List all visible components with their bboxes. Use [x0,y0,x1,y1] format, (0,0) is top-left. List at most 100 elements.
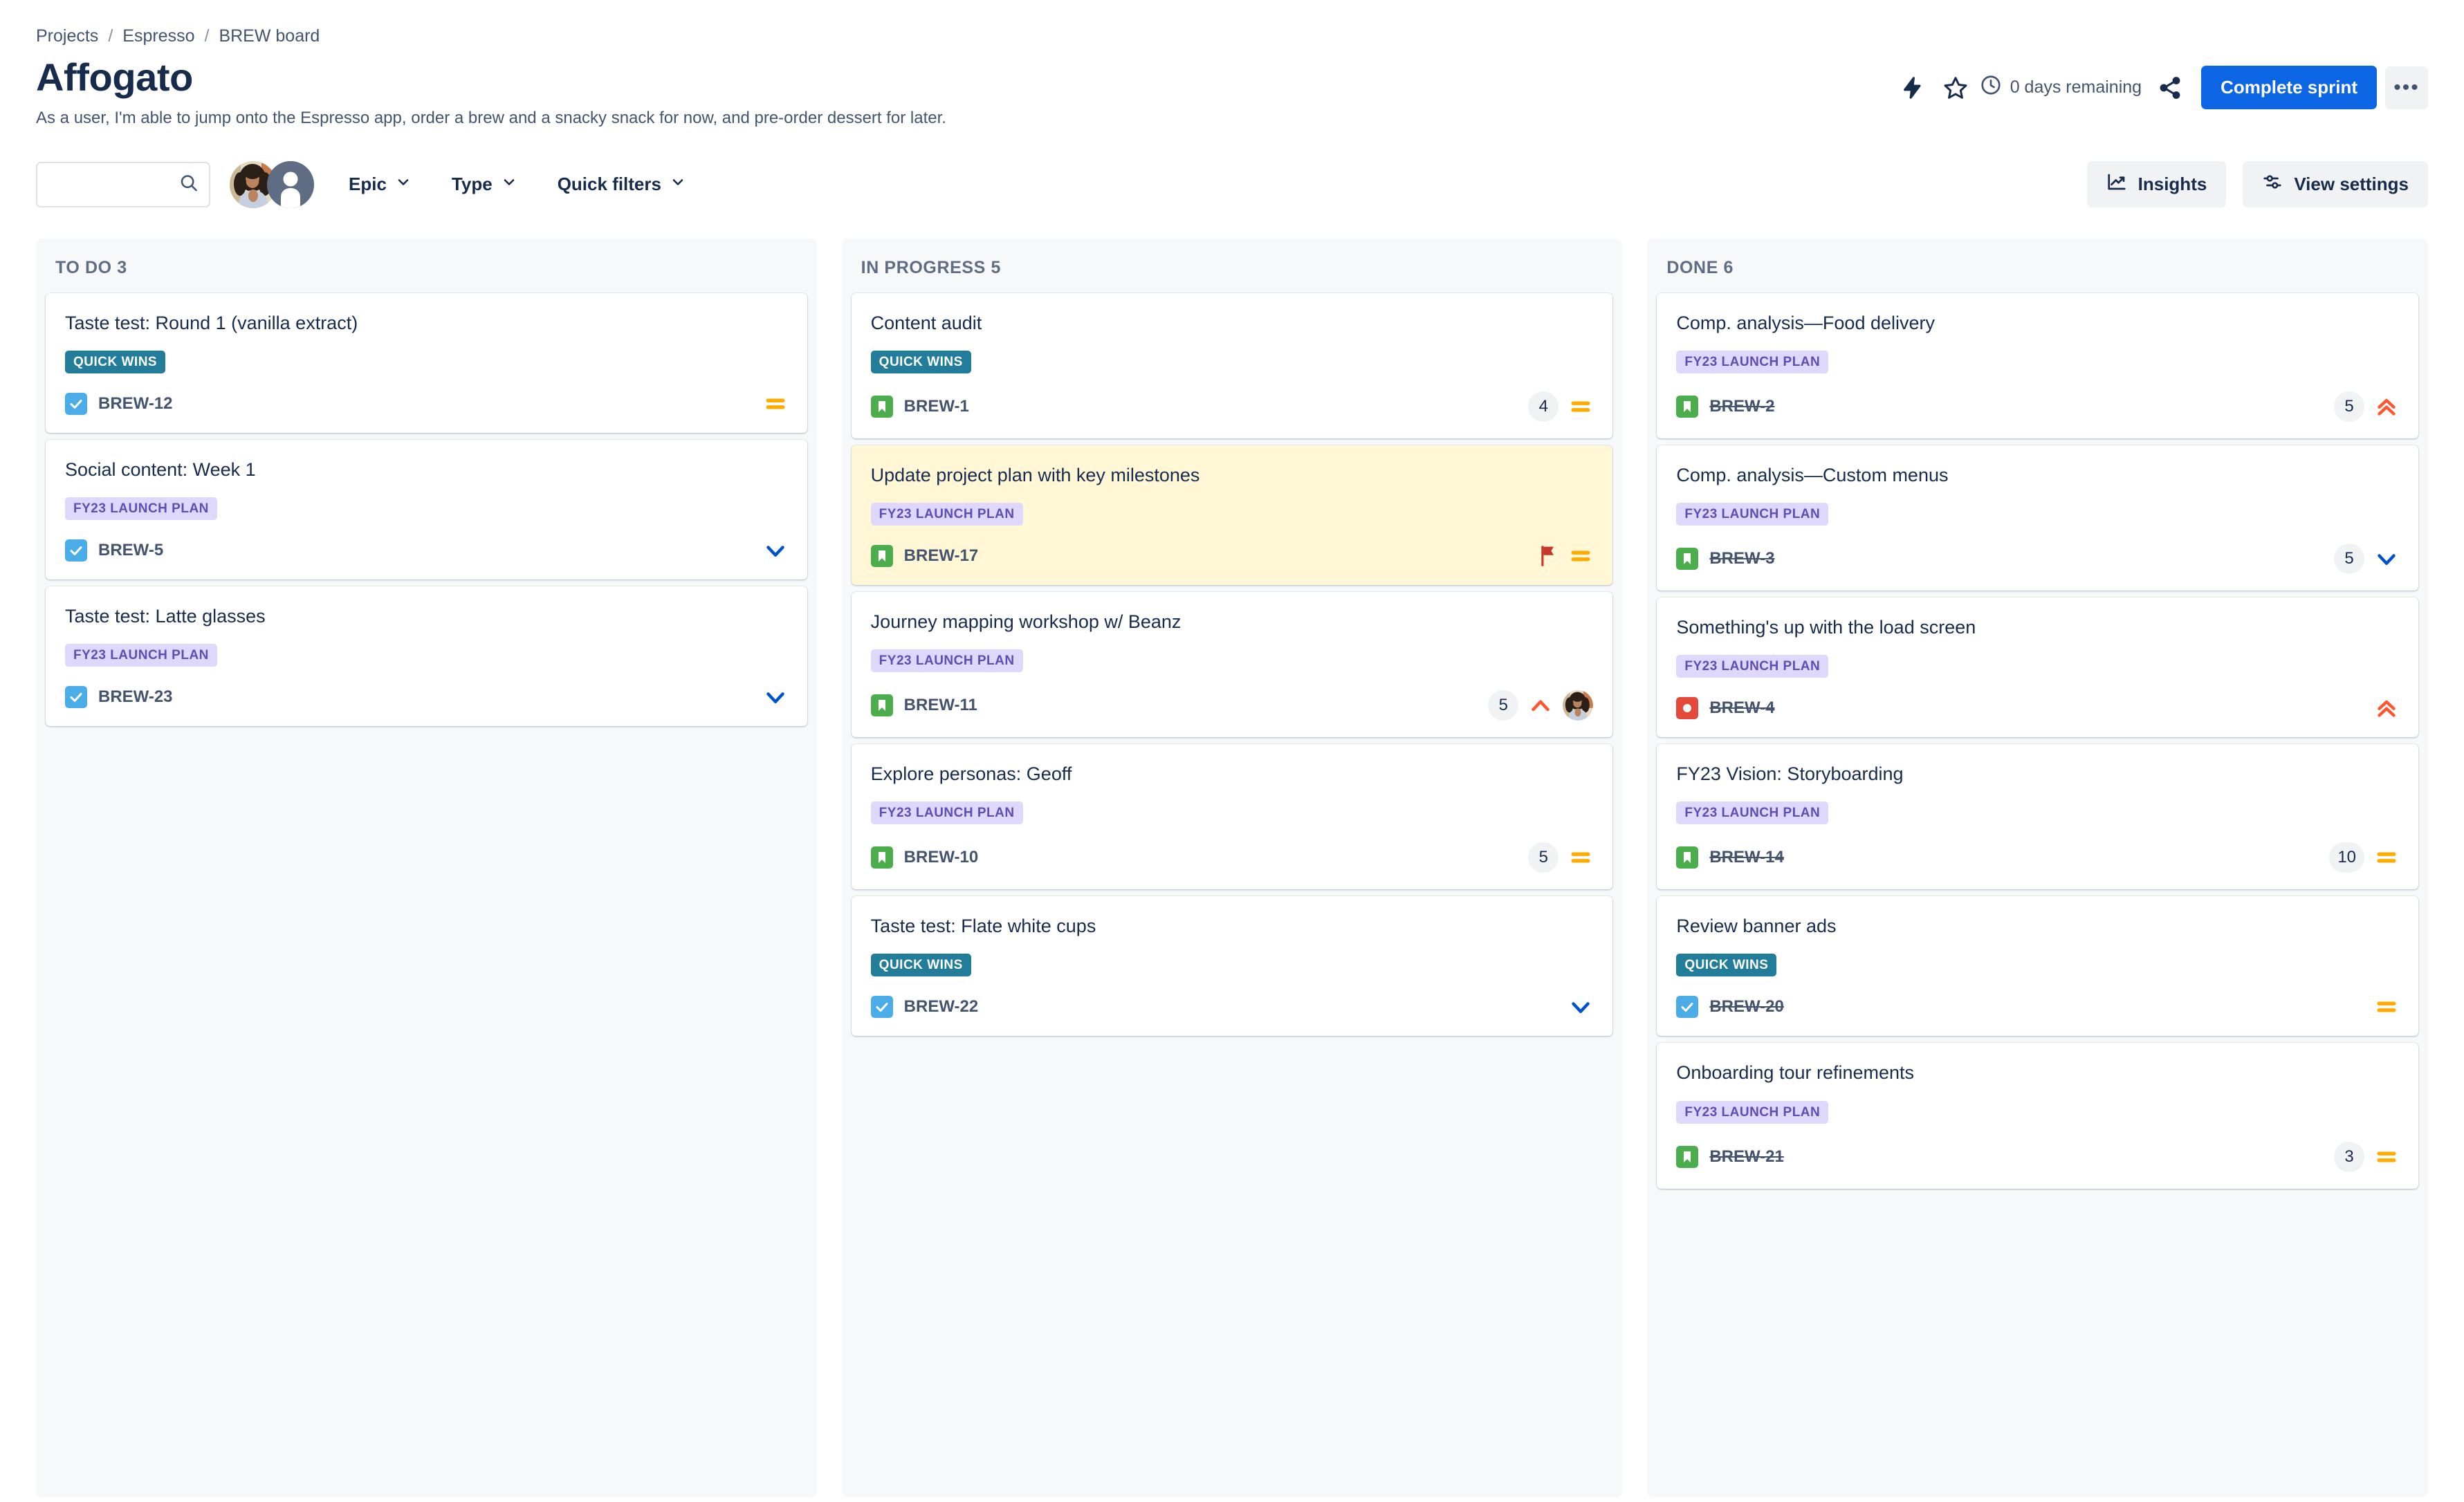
issue-key[interactable]: BREW-1 [903,397,969,416]
filter-quick-filters[interactable]: Quick filters [552,167,692,202]
priority-medium-icon [1568,544,1593,568]
issue-key[interactable]: BREW-12 [98,394,173,414]
issue-key[interactable]: BREW-23 [98,687,173,707]
priority-low-icon [1568,994,1593,1019]
priority-highest-icon [2374,696,2399,721]
story-points-badge: 5 [1488,690,1519,721]
column-header-done: DONE 6 [1666,257,1734,277]
card-meta-right [763,685,788,710]
card-meta-right: 5 [1488,690,1594,721]
issue-key[interactable]: BREW-4 [1709,698,1775,718]
search-box[interactable] [36,161,210,207]
issue-key[interactable]: BREW-5 [98,541,164,560]
card-brew-10[interactable]: Explore personas: Geoff FY23 LAUNCH PLAN… [851,744,1613,890]
issue-key[interactable]: BREW-20 [1709,997,1784,1017]
card-meta-left: BREW-22 [870,996,979,1019]
issue-key[interactable]: BREW-14 [1709,848,1784,867]
column-done: DONE 6 Comp. analysis—Food delivery FY23… [1647,238,2429,1497]
card-footer: BREW-1 4 [870,391,1594,423]
assignee-avatar[interactable] [1563,690,1594,721]
issue-key[interactable]: BREW-10 [903,848,979,867]
epic-tag[interactable]: QUICK WINS [1676,954,1777,977]
epic-tag[interactable]: FY23 LAUNCH PLAN [1676,1100,1829,1124]
task-type-icon [65,393,87,416]
card-meta-left: BREW-2 [1676,396,1775,418]
complete-sprint-button[interactable]: Complete sprint [2201,66,2377,109]
card-brew-3[interactable]: Comp. analysis—Custom menus FY23 LAUNCH … [1657,445,2419,591]
card-footer: BREW-4 [1676,696,2399,721]
share-icon[interactable] [2149,66,2191,109]
epic-tag[interactable]: QUICK WINS [870,954,971,977]
issue-key[interactable]: BREW-11 [903,696,977,715]
card-brew-21[interactable]: Onboarding tour refinements FY23 LAUNCH … [1657,1043,2419,1189]
epic-tag[interactable]: FY23 LAUNCH PLAN [1676,801,1829,825]
epic-tag[interactable]: FY23 LAUNCH PLAN [870,503,1023,526]
card-brew-14[interactable]: FY23 Vision: Storyboarding FY23 LAUNCH P… [1657,744,2419,890]
epic-tag[interactable]: FY23 LAUNCH PLAN [1676,351,1829,374]
epic-tag[interactable]: QUICK WINS [870,351,971,374]
card-meta-left: BREW-3 [1676,548,1775,571]
epic-tag[interactable]: FY23 LAUNCH PLAN [870,649,1023,673]
issue-key[interactable]: BREW-2 [1709,397,1775,416]
breadcrumb-item-espresso[interactable]: Espresso [122,26,195,46]
card-meta-left: BREW-1 [870,396,969,418]
card-brew-11[interactable]: Journey mapping workshop w/ Beanz FY23 L… [851,592,1613,738]
card-footer: BREW-3 5 [1676,544,2399,575]
card-footer: BREW-17 [870,544,1594,568]
card-brew-23[interactable]: Taste test: Latte glasses FY23 LAUNCH PL… [46,586,807,727]
lightning-icon[interactable] [1891,66,1934,109]
priority-medium-icon [1568,845,1593,870]
more-actions-button[interactable]: ••• [2385,66,2428,109]
card-brew-17[interactable]: Update project plan with key milestones … [851,445,1613,586]
card-title: Update project plan with key milestones [870,465,1200,486]
epic-tag[interactable]: FY23 LAUNCH PLAN [870,801,1023,825]
card-brew-1[interactable]: Content audit QUICK WINS BREW-1 4 [851,293,1613,439]
card-brew-5[interactable]: Social content: Week 1 FY23 LAUNCH PLAN … [46,440,807,580]
star-icon[interactable] [1934,66,1977,109]
epic-tag[interactable]: FY23 LAUNCH PLAN [1676,503,1829,526]
view-settings-button[interactable]: View settings [2243,161,2428,208]
epic-tag[interactable]: QUICK WINS [65,351,166,374]
view-settings-label: View settings [2294,174,2409,195]
breadcrumb-item-projects[interactable]: Projects [36,26,99,46]
filter-type[interactable]: Type [446,167,523,202]
card-footer: BREW-5 [65,538,788,563]
priority-high-icon [1528,693,1553,718]
card-brew-2[interactable]: Comp. analysis—Food delivery FY23 LAUNCH… [1657,293,2419,439]
story-points-badge: 5 [2334,391,2365,423]
issue-key[interactable]: BREW-17 [903,546,979,566]
card-meta-right: 5 [2334,391,2399,423]
card-footer: BREW-20 [1676,994,2399,1019]
insights-button[interactable]: Insights [2086,161,2227,208]
story-type-icon [1676,1145,1699,1168]
issue-key[interactable]: BREW-22 [903,997,979,1017]
card-brew-4[interactable]: Something's up with the load screen FY23… [1657,597,2419,738]
card-brew-22[interactable]: Taste test: Flate white cups QUICK WINS … [851,896,1613,1037]
column-inprogress: IN PROGRESS 5 Content audit QUICK WINS B… [841,238,1623,1497]
insights-label: Insights [2137,174,2207,195]
avatar-generic-user[interactable] [267,160,314,208]
search-input[interactable] [37,163,209,206]
card-title: Comp. analysis—Custom menus [1676,465,1949,486]
card-title: Taste test: Round 1 (vanilla extract) [65,312,358,333]
issue-key[interactable]: BREW-21 [1709,1147,1784,1166]
card-title: Content audit [870,312,982,333]
card-brew-20[interactable]: Review banner ads QUICK WINS BREW-20 [1657,896,2419,1037]
toolbar-right: Insights View settings [2086,161,2428,208]
issue-key[interactable]: BREW-3 [1709,549,1775,568]
epic-tag[interactable]: FY23 LAUNCH PLAN [1676,655,1829,678]
filter-epic[interactable]: Epic [343,167,417,202]
chevron-down-icon [395,174,412,195]
card-meta-left: BREW-11 [870,694,977,717]
task-type-icon [1676,996,1699,1019]
epic-tag[interactable]: FY23 LAUNCH PLAN [65,497,217,521]
epic-tag[interactable]: FY23 LAUNCH PLAN [65,644,217,667]
card-meta-left: BREW-14 [1676,846,1784,869]
priority-medium-icon [1568,394,1593,419]
card-brew-12[interactable]: Taste test: Round 1 (vanilla extract) QU… [46,293,807,434]
card-title: Taste test: Flate white cups [870,916,1096,937]
card-title: Something's up with the load screen [1676,617,1976,638]
breadcrumb-item-brew-board[interactable]: BREW board [219,26,320,46]
days-remaining: 0 days remaining [1977,74,2149,101]
filter-epic-label: Epic [349,174,387,195]
